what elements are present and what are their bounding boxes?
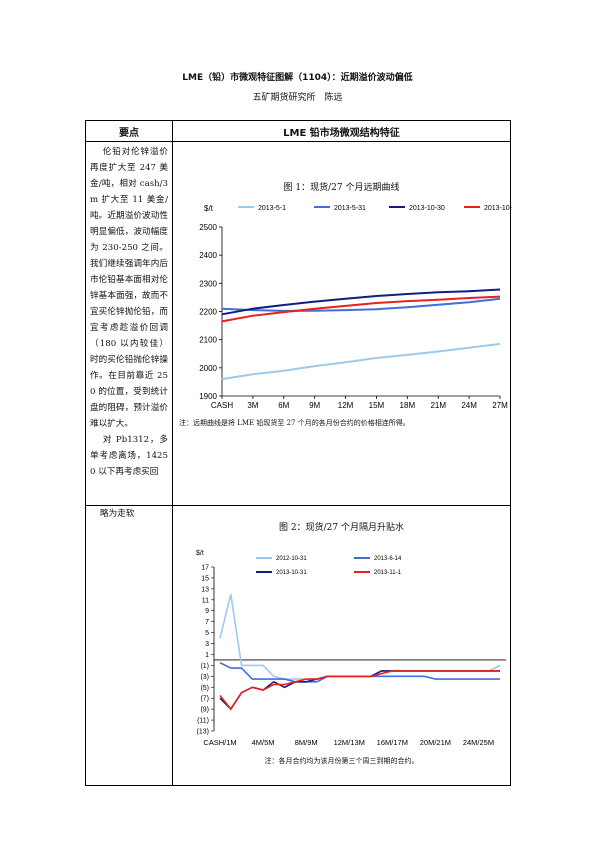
chart1-ytick-label-2: 2100 — [199, 336, 217, 345]
chart2-xtick-label-5: 20M/21M — [420, 738, 451, 747]
chart2-ytick-label-2: 13 — [201, 586, 209, 593]
document-title: LME（铅）市微观特征图解（1104）：近期溢价波动偏低 — [182, 73, 413, 83]
chart2-ytick-label-9: (1) — [200, 663, 209, 670]
chart2-ylabel: $/t — [196, 550, 204, 557]
row1-paragraph-2: 对 Pb1312，多单考虑离场，14250 以下再考虑买回 — [90, 435, 168, 477]
row2-left-cell: 略为走软 — [85, 505, 173, 786]
chart1-xtick-label-9: 27M — [492, 401, 508, 410]
chart1-xtick-label-0: CASH — [211, 401, 233, 410]
chart1-ytick-label-4: 2300 — [199, 279, 217, 288]
document-subtitle: 五矿期货研究所 陈远 — [252, 93, 343, 103]
chart2-ytick-label-15: (13) — [197, 729, 209, 736]
chart1-ytick-label-3: 2200 — [199, 308, 217, 317]
chart1-legend-label-1: 2013-5-31 — [334, 205, 366, 212]
chart2-legend-label-1: 2013-6-14 — [374, 556, 402, 562]
chart2-svg: $/t 2012-10-31 2013-6-14 2013-10-31 2013-11-… — [196, 550, 506, 747]
chart1-ytick-label-1: 2000 — [199, 364, 217, 373]
col1-header: 要点 — [85, 120, 173, 142]
chart2-title: 图 2：现货/27 个月隔月升贴水 — [279, 523, 404, 533]
row1-left-cell: 伦铅对伦锌溢价再度扩大至 247 美金/吨，相对 cash/3m 扩大至 11 … — [85, 141, 173, 506]
chart2-xtick-label-6: 24M/25M — [463, 738, 494, 747]
chart1-series-line-3 — [221, 295, 501, 323]
chart2-ytick-label-6: 5 — [205, 630, 209, 637]
chart1-ylabel: $/t — [204, 204, 214, 213]
chart2-ytick-label-12: (7) — [200, 696, 209, 703]
chart1-legend-label-0: 2013-5-1 — [258, 205, 286, 212]
chart2-xtick-label-0: CASH/1M — [203, 738, 236, 747]
chart1-xtick-label-4: 12M — [338, 401, 354, 410]
chart2-ytick-label-14: (11) — [197, 718, 209, 725]
row2-text: 略为走软 — [100, 509, 135, 519]
row1-text: 伦铅对伦锌溢价再度扩大至 247 美金/吨，相对 cash/3m 扩大至 11 … — [86, 142, 172, 480]
chart2-ytick-label-0: 17 — [201, 565, 209, 572]
chart1-ytick-label-6: 2500 — [199, 223, 217, 232]
chart2-ytick-label-3: 11 — [202, 597, 209, 604]
chart1-svg: $/t 2013-5-1 2013-5-31 2013-10-30 2013-10-31… — [199, 204, 512, 410]
chart1-series-line-0 — [221, 342, 501, 381]
chart1-series-line-1 — [221, 297, 501, 312]
table-header-row: 要点 LME 铅市场微观结构特征 — [85, 120, 511, 142]
chart1-series-line-2 — [221, 288, 501, 316]
chart2-ytick-label-4: 9 — [205, 608, 209, 615]
chart2-series-line-3 — [219, 670, 500, 711]
chart1-xtick-label-6: 18M — [400, 401, 416, 410]
chart1-xtick-label-5: 15M — [369, 401, 385, 410]
chart2-legend-label-2: 2013-10-31 — [276, 570, 307, 576]
chart2-ytick-label-13: (9) — [200, 707, 209, 714]
col2-header: LME 铅市场微观结构特征 — [172, 120, 511, 142]
chart1-xtick-label-3: 9M — [309, 401, 320, 410]
chart1-legend-label-3: 2013-10-31 — [484, 205, 512, 212]
chart2-cell: 图 2：现货/27 个月隔月升贴水 $/t 2012-10-31 2013-6-14… — [172, 505, 511, 786]
chart2-series-line-0 — [219, 594, 501, 680]
chart2-ytick-label-1: 15 — [201, 575, 209, 582]
chart2-xtick-label-1: 4M/5M — [252, 738, 275, 747]
chart2-xtick-label-2: 8M/9M — [295, 738, 318, 747]
chart2-ytick-label-8: 1 — [205, 652, 209, 659]
chart2-xtick-label-4: 16M/17M — [377, 738, 408, 747]
chart1-cell: 图 1：现货/27 个月远期曲线 $/t 2013-5-1 2013-5-31 201… — [172, 141, 512, 506]
chart1-xtick-label-7: 21M — [430, 401, 446, 410]
chart2-xtick-label-3: 12M/13M — [334, 738, 365, 747]
chart1-ytick-label-0: 1900 — [199, 392, 217, 401]
chart1-legend-label-2: 2013-10-30 — [409, 205, 445, 212]
table-row-2: 略为走软 图 2：现货/27 个月隔月升贴水 $/t 2012-10-31 2013… — [85, 505, 511, 786]
chart1-ytick-label-5: 2400 — [199, 251, 217, 260]
chart1-xtick-label-1: 3M — [247, 401, 258, 410]
chart2-legend-label-0: 2012-10-31 — [276, 556, 307, 562]
main-table: 要点 LME 铅市场微观结构特征 伦铅对伦锌溢价再度扩大至 247 美金/吨，相… — [85, 120, 512, 786]
chart1-xtick-label-2: 6M — [278, 401, 289, 410]
row1-paragraph-1: 伦铅对伦锌溢价再度扩大至 247 美金/吨，相对 cash/3m 扩大至 11 … — [90, 147, 168, 429]
chart2-ytick-label-10: (3) — [200, 674, 209, 681]
chart2-ytick-label-7: 3 — [205, 641, 209, 648]
chart1-note: 注：远期曲线是将 LME 铅现货至 27 个月的各月份合约的价格相连所得。 — [179, 419, 410, 427]
chart2-ytick-label-5: 7 — [205, 619, 209, 626]
chart2-legend-label-3: 2013-11-1 — [374, 570, 402, 576]
chart1-title: 图 1：现货/27 个月远期曲线 — [283, 183, 400, 193]
table-row-1: 伦铅对伦锌溢价再度扩大至 247 美金/吨，相对 cash/3m 扩大至 11 … — [85, 141, 512, 506]
chart1-xtick-label-8: 24M — [461, 401, 477, 410]
chart2-note: 注：各月合约均为该月份第三个周三到期的合约。 — [264, 757, 419, 765]
chart2-ytick-label-11: (5) — [200, 685, 209, 692]
